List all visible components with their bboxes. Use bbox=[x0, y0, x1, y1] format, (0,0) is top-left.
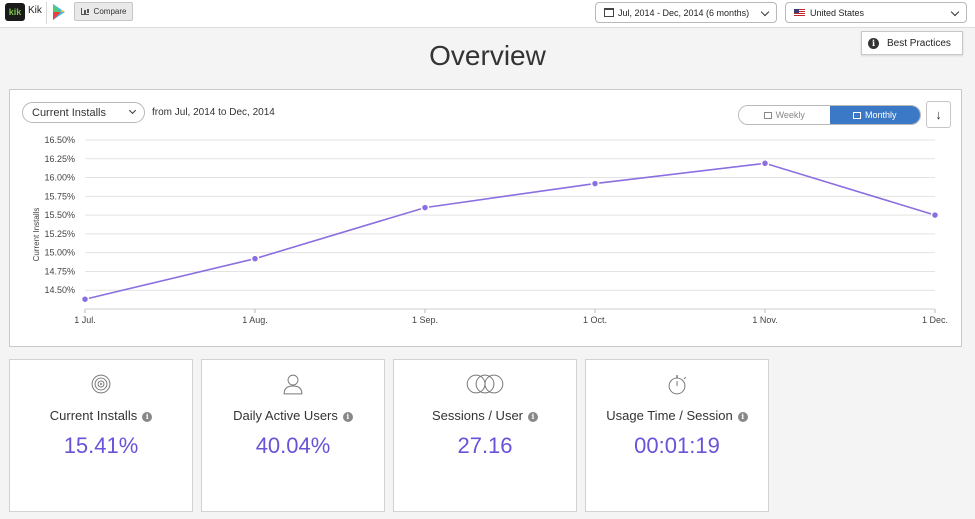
best-practices-label: Best Practices bbox=[887, 37, 951, 49]
y-tick-label: 16.00% bbox=[44, 173, 75, 183]
calendar-icon bbox=[852, 111, 861, 119]
stopwatch-icon bbox=[668, 375, 687, 395]
info-icon[interactable]: i bbox=[142, 411, 153, 422]
compare-label: Compare bbox=[93, 7, 127, 16]
divider bbox=[46, 2, 47, 24]
data-point[interactable] bbox=[590, 179, 600, 188]
weekly-label: Weekly bbox=[775, 110, 805, 120]
y-tick-label: 16.50% bbox=[44, 135, 75, 145]
card-label: Current Installs i bbox=[10, 408, 192, 423]
series-line bbox=[84, 162, 936, 301]
app-logo[interactable]: kik bbox=[5, 3, 25, 21]
x-tick-label: 1 Sep. bbox=[412, 315, 438, 325]
user-icon bbox=[283, 374, 303, 395]
compare-button[interactable]: Compare bbox=[74, 2, 133, 21]
period-toggle: Weekly Monthly bbox=[738, 105, 921, 125]
card-value: 15.41% bbox=[63, 433, 139, 458]
info-icon: i bbox=[868, 37, 879, 49]
x-tick-label: 1 Jul. bbox=[74, 315, 96, 325]
y-tick-label: 15.50% bbox=[44, 210, 75, 220]
y-tick-label: 15.25% bbox=[44, 229, 75, 239]
y-tick-label: 14.50% bbox=[44, 285, 75, 295]
best-practices-button[interactable]: i Best Practices bbox=[861, 31, 963, 55]
chevron-down-icon bbox=[950, 7, 960, 17]
country-select[interactable]: United States bbox=[785, 2, 967, 23]
info-icon[interactable]: i bbox=[528, 411, 539, 422]
data-points bbox=[80, 159, 940, 304]
range-text: from Jul, 2014 to Dec, 2014 bbox=[152, 107, 275, 118]
calendar-icon bbox=[763, 111, 772, 119]
y-tick-labels: 14.50% 14.75% 15.00% 15.25% 15.50% 15.75% 16.0… bbox=[44, 135, 75, 295]
grid-lines bbox=[85, 139, 935, 310]
sessions-icon bbox=[466, 374, 504, 394]
download-icon: ↓ bbox=[935, 107, 942, 122]
info-icon[interactable]: i bbox=[342, 411, 353, 422]
y-tick-label: 15.75% bbox=[44, 191, 75, 201]
data-point[interactable] bbox=[250, 254, 260, 263]
series-line-path bbox=[84, 162, 936, 301]
y-tick-label: 14.75% bbox=[44, 266, 75, 276]
download-button[interactable]: ↓ bbox=[926, 101, 951, 128]
card-label: Sessions / User i bbox=[394, 408, 576, 423]
data-point[interactable] bbox=[420, 203, 430, 212]
metric-select[interactable]: Current Installs bbox=[22, 102, 145, 123]
x-tick-labels: 1 Jul. 1 Aug. 1 Sep. 1 Oct. 1 Nov. 1 Dec. bbox=[74, 309, 948, 325]
current-installs-card[interactable]: Current Installs i 15.41% bbox=[9, 359, 193, 512]
chart-panel: Current Installs from Jul, 2014 to Dec, … bbox=[9, 89, 962, 347]
x-tick-label: 1 Aug. bbox=[242, 315, 268, 325]
data-point[interactable] bbox=[930, 210, 940, 220]
weekly-toggle[interactable]: Weekly bbox=[739, 106, 830, 124]
y-tick-label: 15.00% bbox=[44, 248, 75, 258]
monthly-label: Monthly bbox=[864, 110, 897, 120]
top-bar: kik Kik Compare Jul, 2014 - Dec, 2014 (6… bbox=[0, 0, 975, 28]
chevron-down-icon bbox=[760, 7, 770, 17]
x-tick-label: 1 Dec. bbox=[922, 315, 948, 325]
sessions-per-user-card[interactable]: Sessions / User i 27.16 bbox=[393, 359, 577, 512]
card-value: 27.16 bbox=[457, 433, 513, 458]
card-value: 40.04% bbox=[255, 433, 331, 458]
metric-select-value: Current Installs bbox=[32, 106, 106, 119]
card-value: 00:01:19 bbox=[634, 433, 720, 458]
daily-active-users-card[interactable]: Daily Active Users i 40.04% bbox=[201, 359, 385, 512]
date-range-value: Jul, 2014 - Dec, 2014 (6 months) bbox=[618, 7, 750, 18]
target-icon bbox=[91, 374, 111, 394]
data-point[interactable] bbox=[80, 294, 90, 304]
y-tick-label: 16.25% bbox=[44, 154, 75, 164]
line-chart: 14.50% 14.75% 15.00% 15.25% 15.50% 15.75% 16.0… bbox=[32, 135, 948, 325]
card-label: Daily Active Users i bbox=[202, 408, 384, 423]
monthly-toggle[interactable]: Monthly bbox=[829, 106, 920, 124]
page-title: Overview bbox=[429, 40, 546, 71]
country-value: United States bbox=[810, 7, 865, 18]
y-axis-label: Current Installs bbox=[32, 208, 41, 262]
google-play-icon[interactable] bbox=[52, 3, 68, 21]
usage-time-per-session-card[interactable]: Usage Time / Session i 00:01:19 bbox=[585, 359, 769, 512]
bar-chart-icon bbox=[80, 8, 89, 15]
date-range-select[interactable]: Jul, 2014 - Dec, 2014 (6 months) bbox=[595, 2, 777, 23]
data-point[interactable] bbox=[760, 159, 770, 168]
card-label: Usage Time / Session i bbox=[586, 408, 768, 423]
x-tick-label: 1 Nov. bbox=[752, 315, 777, 325]
info-icon[interactable]: i bbox=[737, 411, 748, 422]
app-name[interactable]: Kik bbox=[28, 5, 42, 16]
calendar-icon bbox=[604, 8, 614, 17]
us-flag-icon bbox=[794, 9, 805, 16]
x-tick-label: 1 Oct. bbox=[583, 315, 607, 325]
